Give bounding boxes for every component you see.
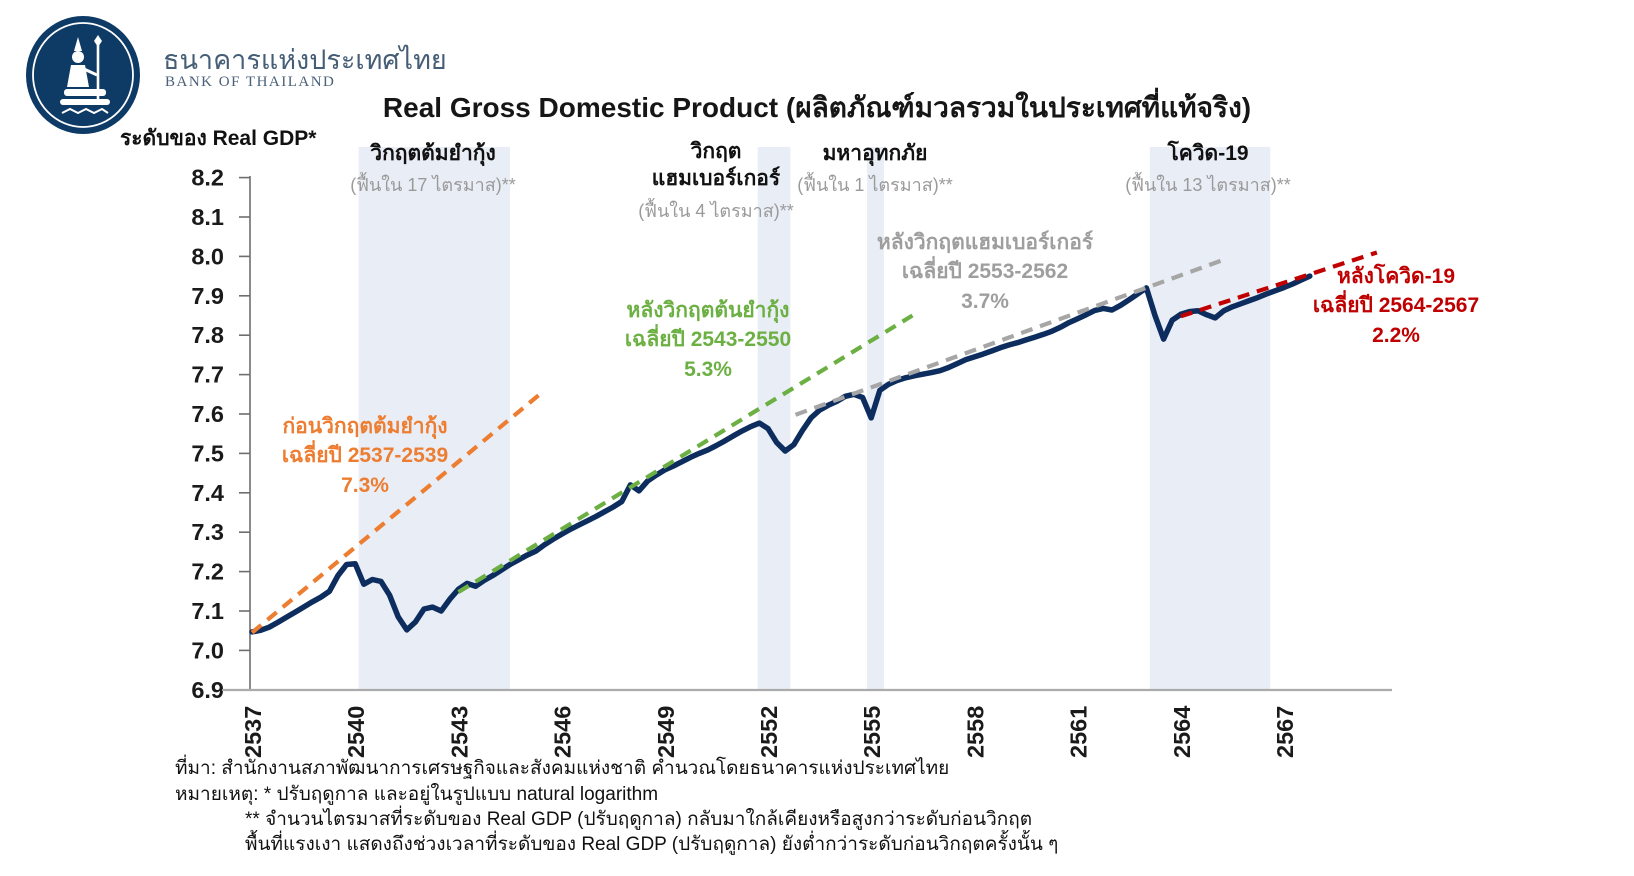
trend-dashed-line [250,390,545,635]
x-tick-label: 2558 [962,706,988,758]
trend-name: หลังวิกฤตต้นยำกุ้ง [626,299,790,322]
crisis-shaded-band [1149,147,1271,690]
y-tick-label: 8.2 [191,165,224,191]
crisis-label-tomyumkung: วิกฤตต้มยำกุ้ง (ฟื้นใน 17 ไตรมาส)** [313,140,553,199]
trend-growth-rate: 2.2% [1372,323,1420,347]
crisis-title: มหาอุทกภัย [822,142,928,165]
gdp-series-line [249,273,1313,635]
y-tick-label: 7.2 [191,559,224,585]
chart-title: Real Gross Domestic Product (ผลิตภัณฑ์มว… [382,92,1252,123]
crisis-label-flood: มหาอุทกภัย (ฟื้นใน 1 ไตรมาส)** [775,140,975,199]
crisis-recovery-note: (ฟื้นใน 17 ไตรมาส)** [350,175,516,196]
x-tick-label: 2567 [1272,706,1298,758]
x-tick-label: 2555 [859,706,885,758]
trend-name: ก่อนวิกฤตต้มยำกุ้ง [282,415,448,438]
trend-annotation-post-covid: หลังโควิด-19 เฉลี่ยปี 2564-2567 2.2% [1268,262,1524,350]
crisis-title: วิกฤตต้มยำกุ้ง [370,142,496,165]
org-name-thai: ธนาคารแห่งประเทศไทย [163,45,447,75]
crisis-recovery-note: (ฟื้นใน 4 ไตรมาส)** [638,200,794,221]
x-tick-label: 2561 [1066,706,1092,758]
x-tick-label: 2543 [446,706,472,758]
x-tick-label: 2549 [653,706,679,758]
crisis-shaded-band [867,147,884,690]
x-tick-label: 2540 [343,706,369,758]
crisis-recovery-note: (ฟื้นใน 13 ไตรมาส)** [1125,175,1291,196]
trend-annotation-pre-tomyumkung: ก่อนวิกฤตต้มยำกุ้ง เฉลี่ยปี 2537-2539 7.… [230,412,500,500]
y-tick-label: 8.1 [191,204,224,230]
bank-of-thailand-logo [26,16,140,134]
y-tick-label: 7.0 [191,637,224,663]
footnote-recovery-definition: ** จำนวนไตรมาสที่ระดับของ Real GDP (ปรับ… [245,809,1033,830]
trend-dashed-line [457,313,914,594]
crisis-recovery-note: (ฟื้นใน 1 ไตรมาส)** [797,175,953,196]
footnote-shaded-area-definition: พื้นที่แรงเงา แสดงถึงช่วงเวลาที่ระดับของ… [245,834,1059,855]
org-name-english: BANK OF THAILAND [165,74,336,90]
y-tick-label: 7.9 [191,283,224,309]
trend-period: เฉลี่ยปี 2537-2539 [281,444,449,468]
y-tick-label: 7.1 [191,598,224,624]
crisis-title: วิกฤต แฮมเบอร์เกอร์ [651,140,781,191]
trend-name: หลังวิกฤตแฮมเบอร์เกอร์ [876,231,1094,254]
trend-name: หลังโควิด-19 [1336,265,1456,288]
trend-growth-rate: 5.3% [684,357,732,381]
crisis-shaded-band [358,147,510,690]
y-tick-label: 7.8 [191,322,224,348]
source-note: ที่มา: สำนักงานสภาพัฒนาการเศรษฐกิจและสัง… [175,758,950,779]
crisis-label-hamburger: วิกฤต แฮมเบอร์เกอร์ (ฟื้นใน 4 ไตรมาส)** [616,138,816,225]
y-tick-label: 7.7 [191,362,224,388]
y-tick-label: 7.4 [191,480,224,506]
trend-annotation-post-hamburger: หลังวิกฤตแฮมเบอร์เกอร์ เฉลี่ยปี 2553-256… [822,228,1148,316]
trend-dashed-line [1180,250,1378,319]
trend-growth-rate: 7.3% [341,473,389,497]
y-tick-label: 6.9 [191,677,224,703]
trend-period: เฉลี่ยปี 2543-2550 [624,328,792,352]
crisis-title: โควิด-19 [1167,142,1249,165]
x-tick-label: 2546 [550,706,576,758]
trend-dashed-line [794,258,1223,417]
trend-annotation-post-tomyumkung: หลังวิกฤตต้นยำกุ้ง เฉลี่ยปี 2543-2550 5.… [570,296,846,384]
y-axis-label: ระดับของ Real GDP* [120,127,317,150]
footnote-seasonal-adjustment: หมายเหตุ: * ปรับฤดูกาล และอยู่ในรูปแบบ n… [175,784,659,805]
trend-growth-rate: 3.7% [961,289,1009,313]
trend-period: เฉลี่ยปี 2553-2562 [901,260,1069,284]
y-tick-label: 7.5 [191,440,224,466]
crisis-label-covid19: โควิด-19 (ฟื้นใน 13 ไตรมาส)** [1108,140,1308,199]
crisis-shaded-band [757,147,791,690]
y-tick-label: 8.0 [191,243,224,269]
x-tick-label: 2552 [756,706,782,758]
trend-period: เฉลี่ยปี 2564-2567 [1312,294,1480,318]
seated-deity-icon [60,35,110,115]
y-tick-label: 7.3 [191,519,224,545]
y-tick-label: 7.6 [191,401,224,427]
x-tick-label: 2564 [1169,706,1195,758]
x-tick-label: 2537 [240,706,266,758]
